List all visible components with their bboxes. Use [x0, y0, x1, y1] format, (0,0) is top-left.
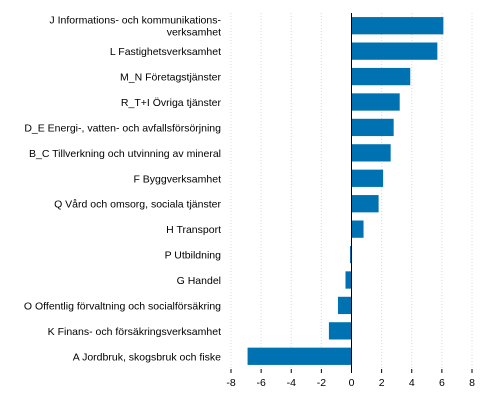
- bar: [351, 93, 400, 111]
- bar: [328, 322, 352, 340]
- bar: [351, 17, 444, 35]
- category-label: Q Vård och omsorg, sociala tjänster: [54, 199, 221, 211]
- category-label-line: H Transport: [166, 224, 221, 236]
- x-axis-ticks: -8 -6 -4 -2 0 2 4 6 8: [226, 369, 475, 389]
- x-tick-label: 2: [379, 377, 385, 389]
- x-tick-label: -2: [317, 377, 326, 389]
- category-label-line: R_T+I Övriga tjänster: [121, 97, 222, 109]
- bar: [345, 271, 352, 289]
- bar: [351, 169, 384, 187]
- category-label-line: J Informations- och kommunikations-: [49, 15, 221, 27]
- bar: [351, 118, 394, 137]
- bar: [349, 245, 352, 264]
- category-label: G Handel: [177, 275, 221, 287]
- category-label-line: O Offentlig förvaltning och socialförsäk…: [24, 300, 221, 312]
- category-label-line: P Utbildning: [165, 250, 222, 262]
- x-tick-label: -6: [256, 377, 265, 389]
- category-label: P Utbildning: [165, 250, 222, 262]
- bar: [247, 347, 352, 365]
- x-tick-label: -4: [287, 377, 296, 389]
- category-label-line: M_N Företagstjänster: [120, 72, 221, 84]
- bar: [351, 67, 411, 86]
- category-label: J Informations- och kommunikations-verks…: [49, 15, 221, 39]
- category-label: K Finans- och försäkringsverksamhet: [48, 326, 221, 338]
- x-tick-label: 0: [349, 377, 355, 389]
- category-label: A Jordbruk, skogsbruk och fiske: [73, 351, 221, 363]
- category-label: R_T+I Övriga tjänster: [121, 97, 222, 109]
- category-label-line: B_C Tillverkning och utvinning av minera…: [29, 148, 221, 160]
- x-tick-label: 6: [439, 377, 445, 389]
- category-label-line: L Fastighetsverksamhet: [110, 46, 221, 58]
- category-label-line: K Finans- och försäkringsverksamhet: [48, 326, 221, 338]
- x-tick-label: 4: [409, 377, 415, 389]
- category-label-line: F Byggverksamhet: [133, 173, 221, 185]
- x-tick-label: -8: [226, 377, 235, 389]
- category-label: H Transport: [166, 224, 221, 236]
- bars: [247, 17, 444, 365]
- category-label: F Byggverksamhet: [133, 173, 221, 185]
- bar: [351, 195, 379, 213]
- grid-lines: [230, 13, 473, 369]
- x-tick-label: 8: [469, 377, 475, 389]
- bar: [351, 220, 364, 238]
- bar: [351, 144, 391, 162]
- category-label-line: Q Vård och omsorg, sociala tjänster: [54, 199, 221, 211]
- category-label: M_N Företagstjänster: [120, 72, 221, 84]
- bar: [351, 42, 438, 60]
- category-labels: J Informations- och kommunikations-verks…: [24, 15, 222, 364]
- category-label: B_C Tillverkning och utvinning av minera…: [29, 148, 221, 160]
- category-label-line: G Handel: [177, 275, 221, 287]
- category-label: O Offentlig förvaltning och socialförsäk…: [24, 300, 221, 312]
- category-label: L Fastighetsverksamhet: [110, 46, 221, 58]
- bar: [337, 296, 352, 315]
- category-label-line: verksamhet: [167, 27, 221, 39]
- category-label-line: D_E Energi-, vatten- och avfallsförsörjn…: [24, 122, 221, 134]
- category-label: D_E Energi-, vatten- och avfallsförsörjn…: [24, 122, 221, 134]
- category-label-line: A Jordbruk, skogsbruk och fiske: [73, 351, 221, 363]
